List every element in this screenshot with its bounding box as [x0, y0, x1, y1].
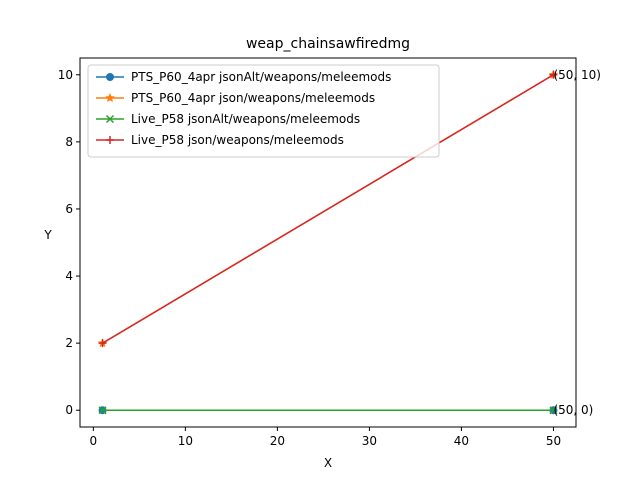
legend-box [87, 64, 440, 158]
axes-frame [79, 57, 577, 428]
plot-area [79, 57, 577, 428]
data-point [98, 406, 107, 415]
legend-marker [105, 114, 115, 124]
x-axis-ticks: 0 10 20 30 40 50 [90, 427, 561, 448]
legend-marker [106, 73, 114, 81]
chart-title: weap_chainsawfiredmg [246, 36, 410, 52]
legend-label: Live_P58 json/weapons/meleemods [131, 133, 344, 147]
y-axis-ticks: 0 2 4 6 8 10 [58, 68, 80, 417]
x-tick-label: 30 [362, 434, 377, 448]
series-layer [97, 69, 559, 415]
point-annotation: (50, 0) [553, 403, 593, 417]
legend-label: PTS_P60_4apr jsonAlt/weapons/meleemods [131, 70, 391, 84]
y-tick-label: 10 [58, 68, 73, 82]
y-tick-label: 4 [65, 269, 73, 283]
x-tick-label: 20 [270, 434, 285, 448]
x-tick-label: 40 [454, 434, 469, 448]
legend-entry: Live_P58 jsonAlt/weapons/meleemods [96, 112, 360, 126]
y-axis-label: Y [43, 228, 52, 242]
x-tick-label: 50 [546, 434, 561, 448]
y-tick-label: 6 [65, 202, 73, 216]
legend-marker [105, 92, 115, 103]
legend-entry: PTS_P60_4apr jsonAlt/weapons/meleemods [96, 70, 391, 84]
series-4 [98, 70, 558, 348]
legend-label: PTS_P60_4apr json/weapons/meleemods [131, 91, 375, 105]
x-tick-label: 0 [90, 434, 98, 448]
data-point [549, 406, 558, 415]
x-axis-label: X [324, 456, 332, 470]
legend-entry: PTS_P60_4apr json/weapons/meleemods [96, 91, 375, 105]
legend: PTS_P60_4apr jsonAlt/weapons/meleemods PT… [87, 64, 440, 158]
series-3 [98, 406, 558, 415]
data-point [98, 339, 107, 348]
y-tick-label: 0 [65, 403, 73, 417]
data-point [549, 70, 558, 79]
y-tick-label: 8 [65, 135, 73, 149]
legend-marker [106, 136, 114, 144]
legend-label: Live_P58 jsonAlt/weapons/meleemods [131, 112, 360, 126]
y-tick-label: 2 [65, 336, 73, 350]
annotation-layer: (50, 10) (50, 0) [553, 68, 601, 417]
series-line [102, 74, 554, 344]
point-annotation: (50, 10) [553, 68, 601, 82]
x-tick-label: 10 [178, 434, 193, 448]
legend-entry: Live_P58 json/weapons/meleemods [96, 133, 344, 147]
